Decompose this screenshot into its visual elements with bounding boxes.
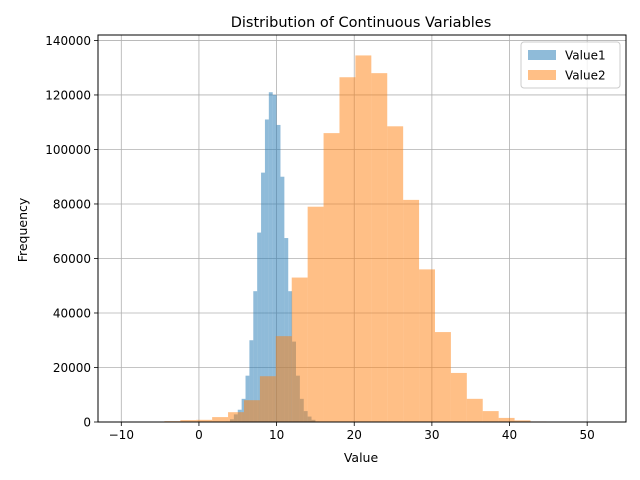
x-tick-label: 40 [502, 428, 517, 442]
y-tick-label: 20000 [53, 361, 91, 375]
y-tick-label: 120000 [45, 88, 91, 102]
histogram-bar [482, 411, 499, 422]
histogram-bar [284, 238, 289, 422]
legend-label: Value1 [565, 49, 606, 63]
x-tick-label: 30 [424, 428, 439, 442]
y-tick-label: 0 [83, 416, 91, 430]
histogram-bar [257, 232, 262, 422]
histogram-bar [498, 417, 515, 422]
y-axis-label: Frequency [15, 197, 30, 262]
histogram-bar [450, 372, 467, 422]
axis-ticks: −10 0 10 20 30 40 50 0 20000 40000 60000 80000 10000… [45, 34, 595, 442]
y-tick-label: 40000 [53, 306, 91, 320]
x-tick-label: 50 [580, 428, 595, 442]
x-tick-label: 20 [347, 428, 362, 442]
histogram-bars [148, 55, 579, 423]
legend-label: Value2 [565, 69, 606, 83]
histogram-bar [355, 55, 372, 423]
histogram-bar [196, 419, 213, 422]
y-tick-label: 80000 [53, 197, 91, 211]
histogram-bar [212, 417, 229, 422]
histogram-bar [403, 199, 420, 422]
histogram-bar [514, 420, 531, 422]
histogram-bar [339, 77, 356, 423]
histogram-bar [245, 375, 250, 422]
y-tick-label: 140000 [45, 34, 91, 48]
histogram-bar [241, 398, 246, 422]
histogram-bar [264, 119, 269, 423]
histogram-bar [466, 398, 483, 422]
histogram-bar [268, 92, 273, 422]
y-tick-label: 100000 [45, 143, 91, 157]
histogram-bar [323, 133, 340, 422]
histogram-bar [275, 336, 292, 422]
histogram-bar [371, 73, 388, 422]
x-tick-label: 10 [269, 428, 284, 442]
x-tick-label: −10 [109, 428, 134, 442]
plot-area-frame [97, 34, 627, 423]
series-value2 [148, 55, 579, 423]
histogram-bar [387, 126, 404, 423]
y-tick-label: 60000 [53, 252, 91, 266]
histogram-bar [228, 412, 244, 422]
legend-swatch [528, 50, 556, 60]
histogram-bar [280, 176, 285, 422]
histogram-bar [276, 124, 281, 423]
histogram-bar [291, 277, 308, 422]
histogram-bar [434, 332, 451, 422]
histogram-bar [253, 291, 258, 422]
histogram-bar [249, 340, 254, 422]
histogram-bar [261, 172, 265, 422]
legend-swatch [528, 70, 556, 80]
histogram-bar [307, 206, 324, 422]
histogram-bar [259, 376, 276, 422]
histogram-bar [243, 400, 260, 422]
x-axis-label: Value [344, 450, 379, 465]
legend: Value1 Value2 [520, 41, 621, 89]
chart-title: Distribution of Continuous Variables [231, 15, 492, 31]
histogram-bar [272, 94, 277, 422]
x-tick-label: 0 [195, 428, 203, 442]
histogram-bar [180, 420, 197, 422]
histogram-bar [419, 269, 435, 422]
